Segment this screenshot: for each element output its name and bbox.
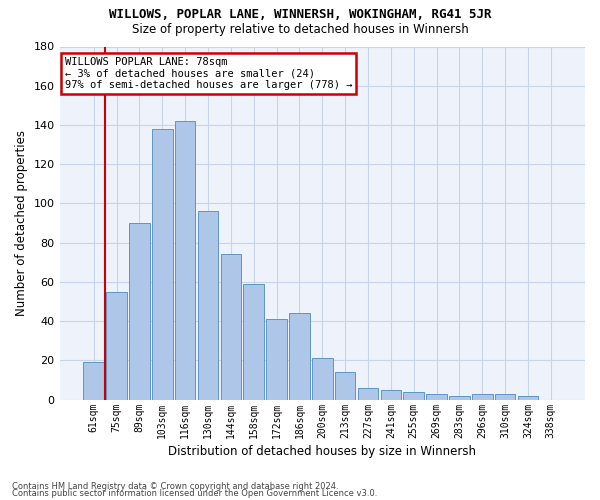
Bar: [266, 319, 287, 400]
Bar: [335, 372, 355, 400]
Bar: [312, 358, 332, 400]
Bar: [221, 254, 241, 400]
Bar: [403, 392, 424, 400]
Bar: [449, 396, 470, 400]
Bar: [106, 292, 127, 400]
Text: Size of property relative to detached houses in Winnersh: Size of property relative to detached ho…: [131, 22, 469, 36]
Bar: [518, 396, 538, 400]
Bar: [244, 284, 264, 400]
Text: WILLOWS, POPLAR LANE, WINNERSH, WOKINGHAM, RG41 5JR: WILLOWS, POPLAR LANE, WINNERSH, WOKINGHA…: [109, 8, 491, 20]
Bar: [358, 388, 378, 400]
Bar: [426, 394, 447, 400]
Text: Contains public sector information licensed under the Open Government Licence v3: Contains public sector information licen…: [12, 490, 377, 498]
Bar: [152, 129, 173, 400]
Bar: [472, 394, 493, 400]
Bar: [289, 313, 310, 400]
Text: WILLOWS POPLAR LANE: 78sqm
← 3% of detached houses are smaller (24)
97% of semi-: WILLOWS POPLAR LANE: 78sqm ← 3% of detac…: [65, 57, 352, 90]
Y-axis label: Number of detached properties: Number of detached properties: [15, 130, 28, 316]
Bar: [198, 211, 218, 400]
Bar: [175, 121, 196, 400]
X-axis label: Distribution of detached houses by size in Winnersh: Distribution of detached houses by size …: [168, 444, 476, 458]
Bar: [495, 394, 515, 400]
Bar: [129, 223, 150, 400]
Bar: [380, 390, 401, 400]
Text: Contains HM Land Registry data © Crown copyright and database right 2024.: Contains HM Land Registry data © Crown c…: [12, 482, 338, 491]
Bar: [83, 362, 104, 400]
